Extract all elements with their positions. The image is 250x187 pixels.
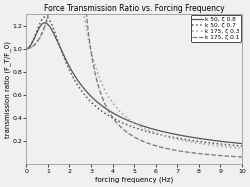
k 50, ζ 0.7	[236, 145, 239, 147]
k 50, ζ 0.7	[108, 115, 110, 117]
k 175, ζ 0.1	[25, 47, 28, 50]
k 50, ζ 0.8	[62, 54, 65, 57]
Line: k 50, ζ 0.7: k 50, ζ 0.7	[26, 17, 242, 146]
k 175, ζ 0.3	[240, 147, 244, 149]
k 50, ζ 0.8	[117, 115, 120, 117]
k 175, ζ 0.3	[25, 47, 28, 50]
k 175, ζ 0.1	[236, 156, 239, 158]
Line: k 175, ζ 0.1: k 175, ζ 0.1	[26, 0, 242, 157]
Line: k 50, ζ 0.8: k 50, ζ 0.8	[26, 23, 242, 144]
k 50, ζ 0.8	[50, 27, 52, 30]
k 50, ζ 0.8	[236, 142, 239, 144]
Line: k 175, ζ 0.3: k 175, ζ 0.3	[26, 0, 242, 148]
k 175, ζ 0.1	[50, 0, 52, 3]
k 50, ζ 0.7	[240, 145, 244, 147]
k 50, ζ 0.7	[62, 56, 65, 58]
X-axis label: forcing frequency (Hz): forcing frequency (Hz)	[95, 176, 173, 183]
k 175, ζ 0.3	[236, 147, 239, 149]
k 175, ζ 0.1	[108, 111, 110, 113]
Y-axis label: transmission ratio (F_T/F_0): transmission ratio (F_T/F_0)	[4, 41, 11, 138]
k 50, ζ 0.7	[50, 22, 52, 24]
k 175, ζ 0.1	[117, 124, 120, 126]
k 175, ζ 0.3	[108, 96, 110, 99]
Legend: k 50, ζ 0.8, k 50, ζ 0.7, k 175, ζ 0.3, k 175, ζ 0.1: k 50, ζ 0.8, k 50, ζ 0.7, k 175, ζ 0.3, …	[190, 15, 241, 42]
k 50, ζ 0.8	[25, 47, 28, 50]
k 175, ζ 0.3	[213, 144, 216, 147]
k 50, ζ 0.7	[213, 142, 216, 145]
k 50, ζ 0.7	[117, 120, 120, 122]
k 50, ζ 0.8	[240, 142, 244, 145]
k 50, ζ 0.8	[108, 110, 110, 112]
k 50, ζ 0.8	[43, 22, 46, 24]
Title: Force Transmission Ratio vs. Forcing Frequency: Force Transmission Ratio vs. Forcing Fre…	[44, 4, 225, 13]
k 175, ζ 0.1	[240, 156, 244, 158]
k 50, ζ 0.7	[44, 16, 47, 18]
k 175, ζ 0.3	[117, 109, 120, 111]
k 175, ζ 0.1	[213, 154, 216, 156]
k 50, ζ 0.8	[213, 140, 216, 142]
k 175, ζ 0.3	[50, 7, 52, 9]
k 50, ζ 0.7	[25, 47, 28, 50]
